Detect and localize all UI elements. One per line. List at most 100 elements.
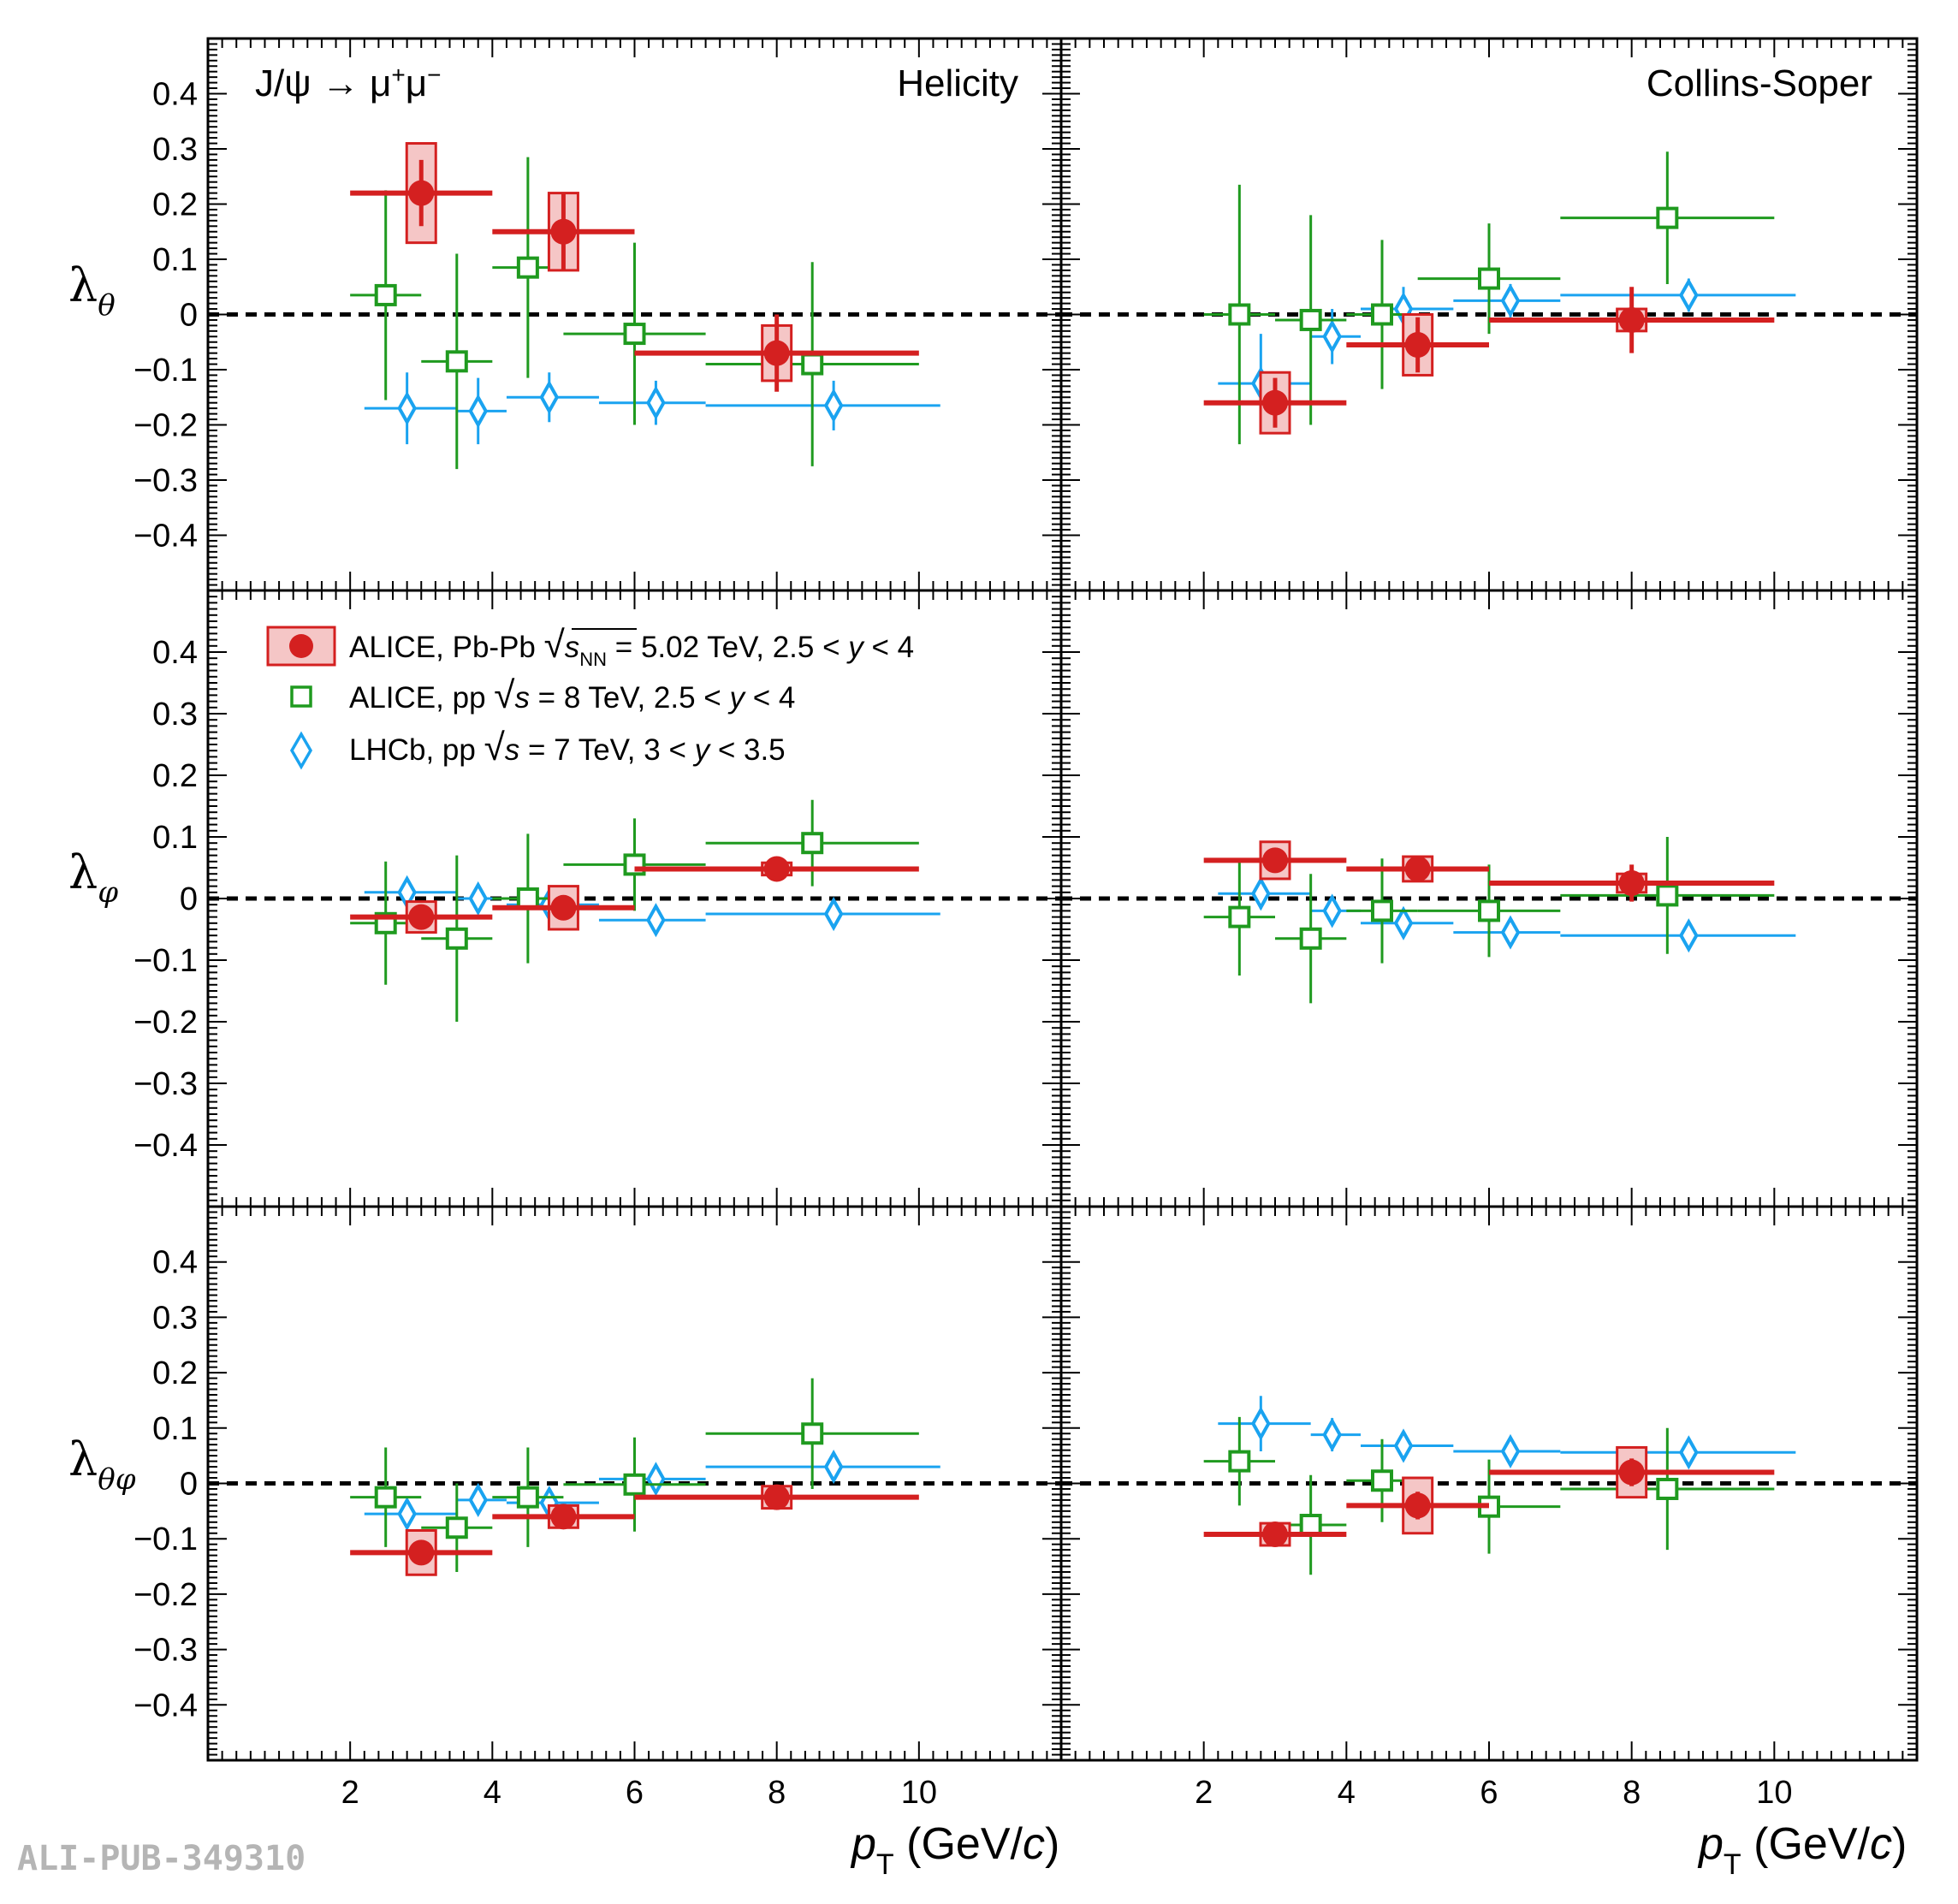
- panel-r1-c0: −0.4 −0.3 −0.2 −0.1 0 0.1 0.2 0.3 0.4: [134, 589, 1063, 1208]
- x-tick-label: 8: [768, 1775, 786, 1811]
- pp8-marker: [1228, 303, 1251, 326]
- pp8-marker: [445, 927, 468, 950]
- legend-pp8-label: ALICE, pp √s = 8 TeV, 2.5 < y < 4: [349, 674, 795, 716]
- lhcb-marker: [1679, 1435, 1699, 1470]
- y-tick-label: 0: [180, 1467, 198, 1503]
- pbpb-marker: [1618, 1459, 1645, 1486]
- pbpb-marker: [1404, 856, 1431, 882]
- lhcb-marker: [1322, 1417, 1342, 1452]
- x-axis-label-left: pT (GeV/c): [850, 1819, 1059, 1881]
- y-tick-label: −0.3: [134, 1633, 198, 1669]
- pp8-marker: [1478, 267, 1500, 290]
- lhcb-marker: [1679, 277, 1699, 313]
- lhcb-marker: [1393, 1428, 1414, 1463]
- legend-entry-pp8: ALICE, pp √s = 8 TeV, 2.5 < y < 4: [290, 674, 795, 716]
- legend-pbpb-box: [266, 626, 336, 667]
- lhcb-marker: [1500, 1433, 1521, 1469]
- y-tick-label: −0.4: [134, 1128, 198, 1164]
- column-title-collins-soper: Collins-Soper: [1646, 62, 1872, 104]
- legend-pbpb-marker: [289, 634, 313, 658]
- y-tick-label: −0.1: [134, 943, 198, 979]
- x-tick-label: 8: [1623, 1775, 1641, 1811]
- y-tick-label: 0.4: [152, 1245, 198, 1281]
- pp8-marker: [801, 353, 824, 376]
- panel-r2-c0: −0.4 −0.3 −0.2 −0.1 0 0.1 0.2 0.3 0.4 2 4 6 8 10: [134, 1205, 1063, 1811]
- x-axis-label-right: pT (GeV/c): [1697, 1819, 1907, 1881]
- y-tick-label: −0.2: [134, 1005, 198, 1041]
- row-label-lambda-phi: λφ: [68, 845, 118, 910]
- y-tick-label: 0.2: [152, 758, 198, 794]
- pp8-marker: [1371, 899, 1393, 922]
- lhcb-marker: [1500, 283, 1521, 318]
- y-tick-label: −0.3: [134, 1066, 198, 1102]
- legend-lhcb-label: LHCb, pp √s = 7 TeV, 3 < y < 3.5: [349, 727, 786, 768]
- lhcb-marker: [646, 385, 666, 420]
- y-tick-label: −0.3: [134, 463, 198, 499]
- pp8-marker: [1656, 1477, 1679, 1500]
- y-tick-label: 0: [180, 881, 198, 917]
- pbpb-marker: [1404, 331, 1431, 358]
- panel-r0-c0: −0.4 −0.3 −0.2 −0.1 0 0.1 0.2 0.3 0.4: [134, 37, 1063, 592]
- pp8-marker: [1299, 308, 1322, 331]
- lhcb-marker: [1322, 319, 1342, 354]
- lhcb-marker: [646, 903, 666, 938]
- pbpb-marker: [1404, 1492, 1431, 1519]
- y-tick-label: 0.4: [152, 635, 198, 671]
- lhcb-marker: [468, 881, 489, 916]
- panel-r0-c1: [1059, 37, 1919, 592]
- lhcb-marker: [397, 391, 417, 426]
- pbpb-marker: [408, 1539, 435, 1566]
- pp8-marker: [516, 256, 539, 279]
- pp8-marker: [445, 350, 468, 373]
- pp8-marker: [1371, 1469, 1393, 1492]
- pp8-marker: [623, 1473, 646, 1496]
- pp8-marker: [1228, 905, 1251, 928]
- lhcb-marker: [397, 1497, 417, 1532]
- legend-lhcb-marker: [289, 731, 313, 770]
- labels-layer: J/ψ → μ+μ− Helicity Collins-Soper λθ λφ …: [17, 62, 1907, 1882]
- pbpb-marker: [408, 180, 435, 206]
- lhcb-marker: [539, 380, 560, 415]
- row-label-lambda-theta-phi: λθφ: [68, 1432, 136, 1497]
- pp8-marker: [374, 1486, 397, 1509]
- pp8-marker: [1656, 206, 1679, 229]
- y-tick-label: 0.3: [152, 1300, 198, 1336]
- x-tick-label: 6: [1480, 1775, 1498, 1811]
- lhcb-marker: [1322, 893, 1342, 928]
- y-tick-label: −0.1: [134, 353, 198, 389]
- x-tick-label: 4: [484, 1775, 501, 1811]
- legend-pbpb-label: ALICE, Pb-Pb √sNN = 5.02 TeV, 2.5 < y < …: [349, 624, 914, 670]
- pbpb-marker: [1262, 389, 1288, 416]
- pbpb-marker: [1618, 870, 1645, 896]
- pp8-marker: [1228, 1450, 1251, 1473]
- pp8-marker: [1299, 927, 1322, 950]
- y-tick-label: 0.1: [152, 1411, 198, 1447]
- pbpb-marker: [763, 1484, 790, 1510]
- y-tick-label: −0.2: [134, 1577, 198, 1613]
- pbpb-marker: [550, 1504, 577, 1530]
- panel-r2-c1: 2 4 6 8 10: [1059, 1205, 1919, 1811]
- pp8-marker: [374, 283, 397, 306]
- lhcb-marker: [823, 896, 844, 932]
- x-tick-label: 2: [1195, 1775, 1213, 1811]
- legend-pp8-marker: [290, 685, 312, 708]
- lhcb-marker: [468, 1482, 489, 1517]
- y-tick-label: 0.1: [152, 242, 198, 278]
- decay-label: J/ψ → μ+μ−: [255, 62, 441, 105]
- pbpb-marker: [408, 904, 435, 930]
- legend-entry-pbpb: ALICE, Pb-Pb √sNN = 5.02 TeV, 2.5 < y < …: [266, 624, 914, 670]
- lhcb-marker: [1251, 876, 1271, 911]
- y-tick-label: 0.2: [152, 1355, 198, 1391]
- y-tick-label: 0: [180, 298, 198, 334]
- pp8-marker: [801, 832, 824, 855]
- watermark: ALI-PUB-349310: [17, 1839, 306, 1878]
- y-tick-label: 0.1: [152, 820, 198, 856]
- y-tick-label: 0.3: [152, 697, 198, 733]
- pbpb-marker: [1262, 1521, 1288, 1548]
- y-tick-label: 0.3: [152, 132, 198, 168]
- pp8-marker: [516, 887, 539, 910]
- pp8-marker: [516, 1486, 539, 1509]
- pp8-marker: [623, 323, 646, 346]
- lhcb-marker: [823, 388, 844, 424]
